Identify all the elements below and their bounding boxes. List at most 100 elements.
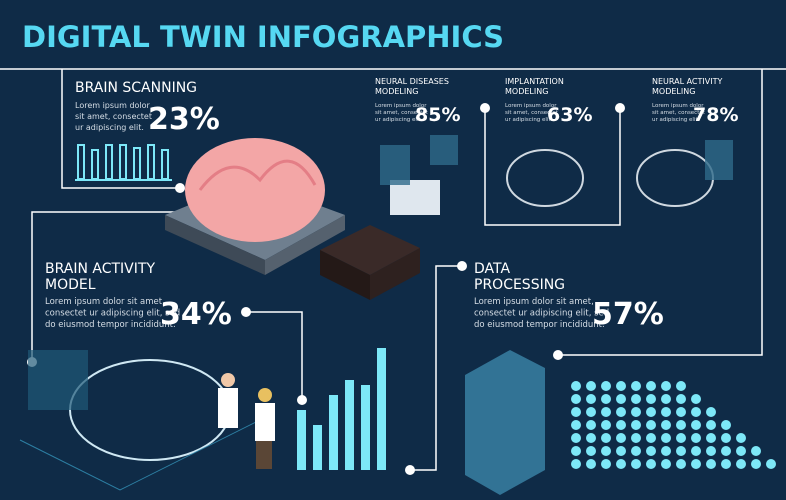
section-heading: MODEL	[45, 277, 96, 293]
decor-dot	[586, 407, 596, 417]
decor-dot	[706, 433, 716, 443]
illustrations	[19, 135, 776, 495]
decor-dot	[661, 420, 671, 430]
decor-dot	[676, 394, 686, 404]
decor-dot	[571, 446, 581, 456]
section-body: sit amet, consectet	[652, 110, 706, 116]
decor-dot	[706, 446, 716, 456]
decor-dot	[646, 420, 656, 430]
decor-dot	[616, 394, 626, 404]
section-body: Lorem ipsum dolor sit amet,	[45, 297, 165, 307]
decor-dot	[571, 459, 581, 469]
section-body: sit amet, consectet	[75, 112, 152, 121]
section-body: sit amet, consectet	[375, 110, 429, 116]
decor-dot	[721, 446, 731, 456]
decor-dot	[601, 394, 611, 404]
decor-dot	[721, 420, 731, 430]
section-body: consectet ur adipiscing elit, sed	[45, 309, 180, 319]
section-body: Lorem ipsum dolor sit amet,	[474, 297, 594, 307]
section-heading: NEURAL ACTIVITY	[652, 77, 722, 86]
section-body: Lorem ipsum dolor	[375, 103, 427, 109]
decor-dot	[601, 381, 611, 391]
section-heading: PROCESSING	[474, 277, 565, 293]
section-percent: 34%	[160, 297, 232, 332]
decor-dot	[676, 446, 686, 456]
decor-dot	[661, 446, 671, 456]
decor-dot	[571, 394, 581, 404]
decor-dot	[631, 420, 641, 430]
section-body: do eiusmod tempor incididunt.	[45, 320, 176, 330]
decor-dot	[751, 459, 761, 469]
decor-dot	[691, 407, 701, 417]
decor-dot	[721, 459, 731, 469]
section-heading: MODELING	[505, 87, 548, 96]
decor-dot	[601, 407, 611, 417]
section-body: Lorem ipsum dolor	[505, 103, 557, 109]
decor-dot	[616, 381, 626, 391]
decor-dot	[631, 433, 641, 443]
decor-dot	[631, 381, 641, 391]
decor-dot	[691, 459, 701, 469]
decor-dot	[616, 433, 626, 443]
decor-dot	[676, 459, 686, 469]
decor-dot	[571, 420, 581, 430]
section-body: ur adipiscing elit.	[75, 123, 144, 132]
section-body: ur adipiscing elit.	[652, 117, 700, 123]
connectors	[0, 68, 786, 475]
section-percent: 23%	[148, 102, 220, 137]
section-heading: BRAIN ACTIVITY	[45, 261, 155, 277]
decor-dot	[676, 407, 686, 417]
section-heading: MODELING	[375, 87, 418, 96]
section-heading: IMPLANTATION	[505, 77, 564, 86]
section-body: ur adipiscing elit.	[375, 117, 423, 123]
decor-dot	[601, 433, 611, 443]
decor-dot	[736, 446, 746, 456]
decor-dot	[646, 446, 656, 456]
decor-dot	[691, 420, 701, 430]
decor-dot	[661, 381, 671, 391]
decor-dot	[646, 459, 656, 469]
decor-dot	[586, 381, 596, 391]
decor-dot	[616, 446, 626, 456]
decor-dot	[586, 420, 596, 430]
decor-dot	[571, 433, 581, 443]
decor-dot	[631, 394, 641, 404]
decor-dot	[601, 459, 611, 469]
section-heading: MODELING	[652, 87, 695, 96]
decor-dot	[661, 394, 671, 404]
decor-dot	[616, 407, 626, 417]
decor-dot	[571, 381, 581, 391]
decor-dot	[736, 433, 746, 443]
decor-dot	[706, 407, 716, 417]
decor-dot	[631, 407, 641, 417]
decor-dot	[616, 420, 626, 430]
decor-dot	[646, 433, 656, 443]
section-percent: 78%	[693, 104, 738, 126]
decor-dot	[706, 459, 716, 469]
decor-dot	[676, 381, 686, 391]
decor-dot	[646, 394, 656, 404]
decor-dot	[676, 433, 686, 443]
decor-dot	[586, 446, 596, 456]
section-body: sit amet, consectet	[505, 110, 559, 116]
decor-dot	[691, 446, 701, 456]
decor-dot	[691, 394, 701, 404]
section-body: Lorem ipsum dolor	[75, 101, 151, 110]
decor-dot	[736, 459, 746, 469]
decor-dot	[571, 407, 581, 417]
decor-dot	[661, 459, 671, 469]
section-body: ur adipiscing elit.	[505, 117, 553, 123]
section-percent: 85%	[415, 104, 460, 126]
decor-dot	[661, 407, 671, 417]
title: DIGITAL TWIN INFOGRAPHICS	[22, 20, 504, 54]
decor-dot	[586, 394, 596, 404]
decor-dot	[601, 446, 611, 456]
decor-dot	[616, 459, 626, 469]
section-body: consectet ur adipiscing elit, sed	[474, 309, 609, 319]
section-body: do eiusmod tempor incididunt.	[474, 320, 605, 330]
decor-dot	[631, 459, 641, 469]
section-heading: NEURAL DISEASES	[375, 77, 449, 86]
decor-dot	[766, 459, 776, 469]
